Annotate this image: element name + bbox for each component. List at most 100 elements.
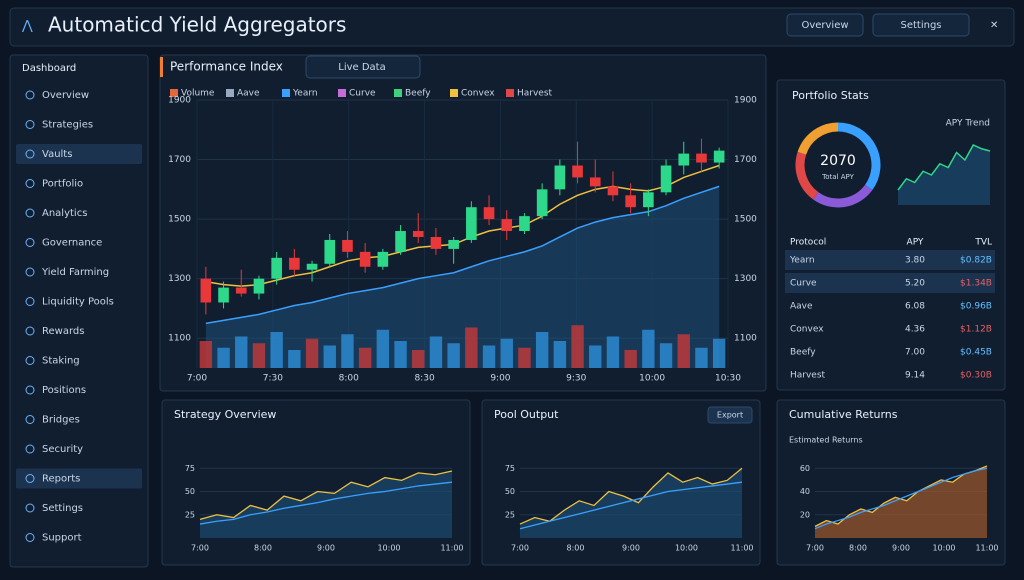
candle-body: [696, 153, 707, 163]
sidebar-item[interactable]: Strategies: [42, 120, 93, 131]
live-button-label[interactable]: Live Data: [338, 62, 385, 73]
sidebar: [9, 54, 149, 568]
x-tick-label: 10:00: [932, 544, 955, 553]
sidebar-icon: [25, 415, 35, 424]
x-tick-label: 7:00: [806, 544, 824, 553]
spark-label: APY Trend: [946, 119, 990, 129]
bottom-button[interactable]: [707, 406, 753, 424]
x-tick-label: 7:00: [511, 544, 529, 553]
volume-bar: [465, 327, 478, 368]
bottom-button-label[interactable]: Export: [717, 411, 743, 420]
volume-bar: [358, 347, 372, 368]
candle-body: [483, 207, 495, 220]
header-button-label[interactable]: Settings: [900, 20, 941, 31]
sidebar-item[interactable]: Analytics: [42, 208, 87, 219]
x-tick-label: 11:00: [730, 544, 753, 553]
header-button-label[interactable]: Overview: [801, 20, 848, 31]
legend-label: Convex: [461, 89, 495, 99]
sidebar-item[interactable]: Vaults: [42, 149, 72, 160]
sidebar-item[interactable]: Overview: [42, 90, 89, 101]
volume-bar: [341, 334, 354, 368]
candle-body: [359, 251, 371, 267]
x-tick-label: 10:30: [715, 374, 741, 384]
close-icon[interactable]: ✕: [990, 20, 998, 31]
x-tick-label: 7:00: [187, 374, 207, 384]
y-tick-label-right: 1500: [734, 215, 757, 225]
table-cell: 5.20: [905, 279, 925, 289]
y-tick-label: 40: [800, 487, 810, 496]
sidebar-item[interactable]: Reports: [42, 474, 80, 485]
volume-bar: [376, 329, 390, 368]
table-cell: $1.34B: [960, 279, 992, 289]
y-tick-label-right: 1300: [734, 274, 757, 284]
sidebar-icon: [25, 90, 35, 100]
sidebar-item[interactable]: Staking: [42, 356, 80, 367]
table-cell: 6.08: [905, 302, 925, 312]
table-cell: Harvest: [790, 371, 826, 381]
candle-body: [253, 278, 265, 294]
sidebar-icon: [25, 503, 35, 513]
candle-body: [466, 207, 477, 240]
accent: [160, 57, 163, 77]
sidebar-icon: [25, 179, 35, 188]
bottom-subtitle: Estimated Returns: [789, 436, 863, 445]
app-title: Automaticd Yield Aggregators: [48, 13, 346, 37]
sidebar-item[interactable]: Liquidity Pools: [42, 297, 114, 308]
sidebar-item[interactable]: Rewards: [42, 326, 84, 337]
candle-body: [306, 263, 318, 270]
sidebar-item[interactable]: Settings: [42, 503, 83, 514]
table-cell: Aave: [790, 302, 813, 312]
sidebar-icon: [25, 533, 35, 542]
candle-body: [519, 216, 530, 232]
volume-bar: [677, 334, 690, 368]
table-cell: $0.45B: [960, 348, 992, 358]
live-button[interactable]: [305, 55, 421, 79]
y-tick-label: 1700: [168, 155, 191, 165]
sidebar-item[interactable]: Positions: [42, 385, 86, 396]
candle-body: [342, 239, 353, 252]
table-cell: 4.36: [905, 325, 925, 335]
candle-body: [572, 165, 583, 178]
volume-bar: [288, 350, 301, 368]
header-button[interactable]: [786, 13, 864, 37]
volume-bar: [553, 341, 567, 368]
legend-swatch: [170, 89, 178, 97]
table-cell: Beefy: [790, 348, 816, 358]
table-header: TVL: [974, 238, 992, 248]
donut-center: 2070: [820, 153, 856, 169]
x-tick-label: 9:00: [892, 544, 910, 553]
legend-swatch: [394, 89, 402, 97]
table-cell: Convex: [790, 325, 824, 335]
candle-body: [377, 251, 389, 267]
candle-body: [589, 177, 601, 187]
sidebar-icon: [25, 120, 35, 129]
main-chart-title: Performance Index: [170, 60, 283, 74]
volume-bar: [447, 343, 460, 368]
sidebar-item[interactable]: Yield Farming: [41, 267, 109, 278]
x-tick-label: 10:00: [675, 544, 698, 553]
header-button[interactable]: [872, 13, 970, 37]
x-tick-label: 7:00: [191, 544, 209, 553]
area: [815, 465, 987, 538]
logo: ⋀: [21, 19, 33, 34]
sidebar-item[interactable]: Security: [42, 444, 83, 455]
y-tick-label-right: 1100: [734, 334, 757, 344]
volume-bar: [394, 341, 407, 368]
volume-bar: [535, 332, 549, 368]
volume-bar: [518, 347, 531, 368]
sidebar-item[interactable]: Portfolio: [42, 179, 83, 190]
spark-line: [897, 144, 991, 191]
sidebar-item[interactable]: Bridges: [42, 415, 80, 426]
area: [200, 471, 452, 538]
sidebar-item[interactable]: Support: [42, 533, 82, 544]
line: [814, 467, 988, 530]
sidebar-title[interactable]: Dashboard: [22, 63, 76, 74]
candle-body: [678, 153, 690, 166]
y-tick-label: 1100: [168, 334, 191, 344]
bottom-title: Cumulative Returns: [789, 408, 898, 421]
x-tick-label: 9:30: [566, 374, 586, 384]
volume-bar: [252, 343, 266, 368]
sidebar-item[interactable]: Governance: [42, 238, 102, 249]
